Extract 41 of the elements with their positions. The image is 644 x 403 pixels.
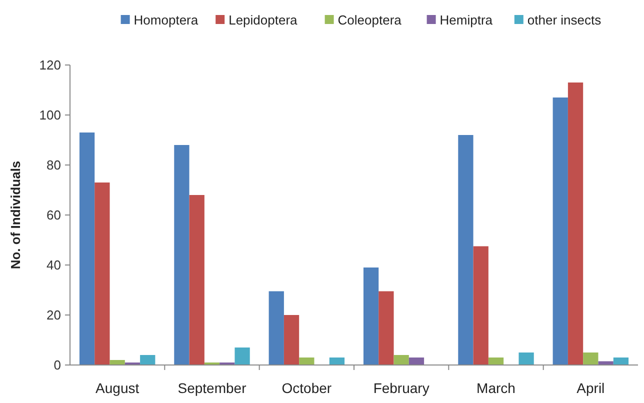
bar	[488, 358, 504, 365]
bar	[473, 246, 488, 365]
legend-label: Homoptera	[134, 12, 199, 28]
legend-label: other insects	[527, 12, 602, 28]
bar	[299, 358, 314, 365]
y-tick-label: 40	[46, 258, 61, 273]
bar	[613, 358, 629, 365]
bar	[518, 352, 534, 365]
bar	[140, 355, 156, 365]
y-axis-title: No. of Individuals	[8, 160, 23, 270]
bar	[458, 135, 474, 365]
y-tick-label: 0	[54, 358, 61, 373]
x-tick-label: March	[476, 380, 516, 396]
y-tick-label: 80	[46, 158, 61, 173]
bar	[234, 348, 250, 365]
x-tick-label: September	[178, 380, 247, 396]
bar	[568, 82, 584, 365]
bar	[174, 145, 190, 365]
legend-label: Lepidoptera	[228, 12, 298, 28]
bar	[378, 291, 394, 365]
x-tick-label: August	[96, 380, 140, 396]
bar	[394, 355, 409, 365]
x-tick-label: April	[576, 380, 605, 396]
bar	[552, 98, 568, 365]
bar	[583, 352, 598, 365]
bar	[189, 195, 204, 365]
bar	[79, 132, 95, 365]
y-tick-label: 100	[39, 108, 61, 123]
y-tick-label: 60	[46, 208, 61, 223]
bar	[268, 291, 284, 365]
x-tick-label: October	[282, 380, 332, 396]
bar	[329, 358, 345, 365]
x-tick-label: February	[373, 380, 430, 396]
bar	[284, 315, 300, 365]
y-tick-label: 120	[39, 58, 61, 73]
y-tick-label: 20	[46, 308, 61, 323]
bar	[363, 268, 379, 365]
legend-label: Hemiptra	[440, 12, 494, 28]
bar	[94, 182, 110, 365]
bar	[408, 358, 424, 365]
legend-label: Coleoptera	[338, 12, 402, 28]
